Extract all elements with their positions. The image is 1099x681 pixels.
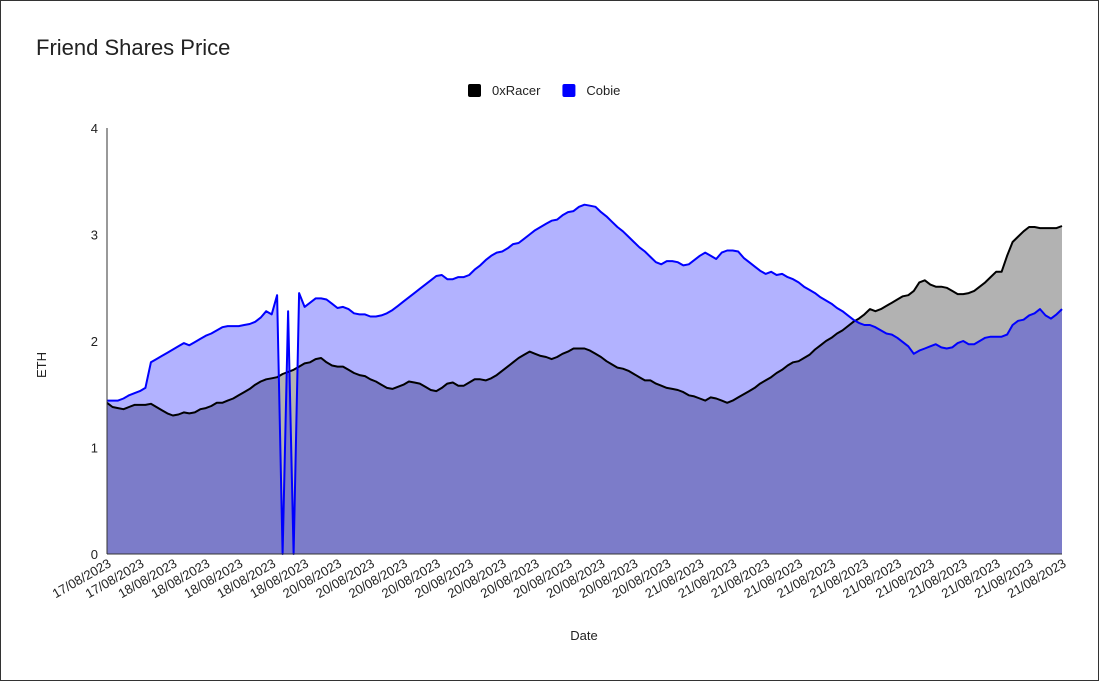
y-axis-title: ETH [34, 352, 49, 378]
y-tick-label: 3 [91, 228, 98, 243]
legend-swatch [468, 84, 481, 97]
series-line [106, 225, 1063, 417]
chart-title: Friend Shares Price [36, 35, 230, 60]
x-axis-title: Date [570, 628, 597, 643]
y-tick-label: 1 [91, 441, 98, 456]
series-line [107, 203, 1063, 555]
legend-label: Cobie [586, 83, 620, 98]
area-fill [107, 204, 1062, 554]
area-fill [107, 226, 1062, 554]
y-tick-label: 0 [91, 547, 98, 562]
y-tick-label: 2 [91, 334, 98, 349]
legend-label: 0xRacer [492, 83, 541, 98]
legend-swatch [562, 84, 576, 97]
y-tick-label: 4 [91, 121, 98, 136]
